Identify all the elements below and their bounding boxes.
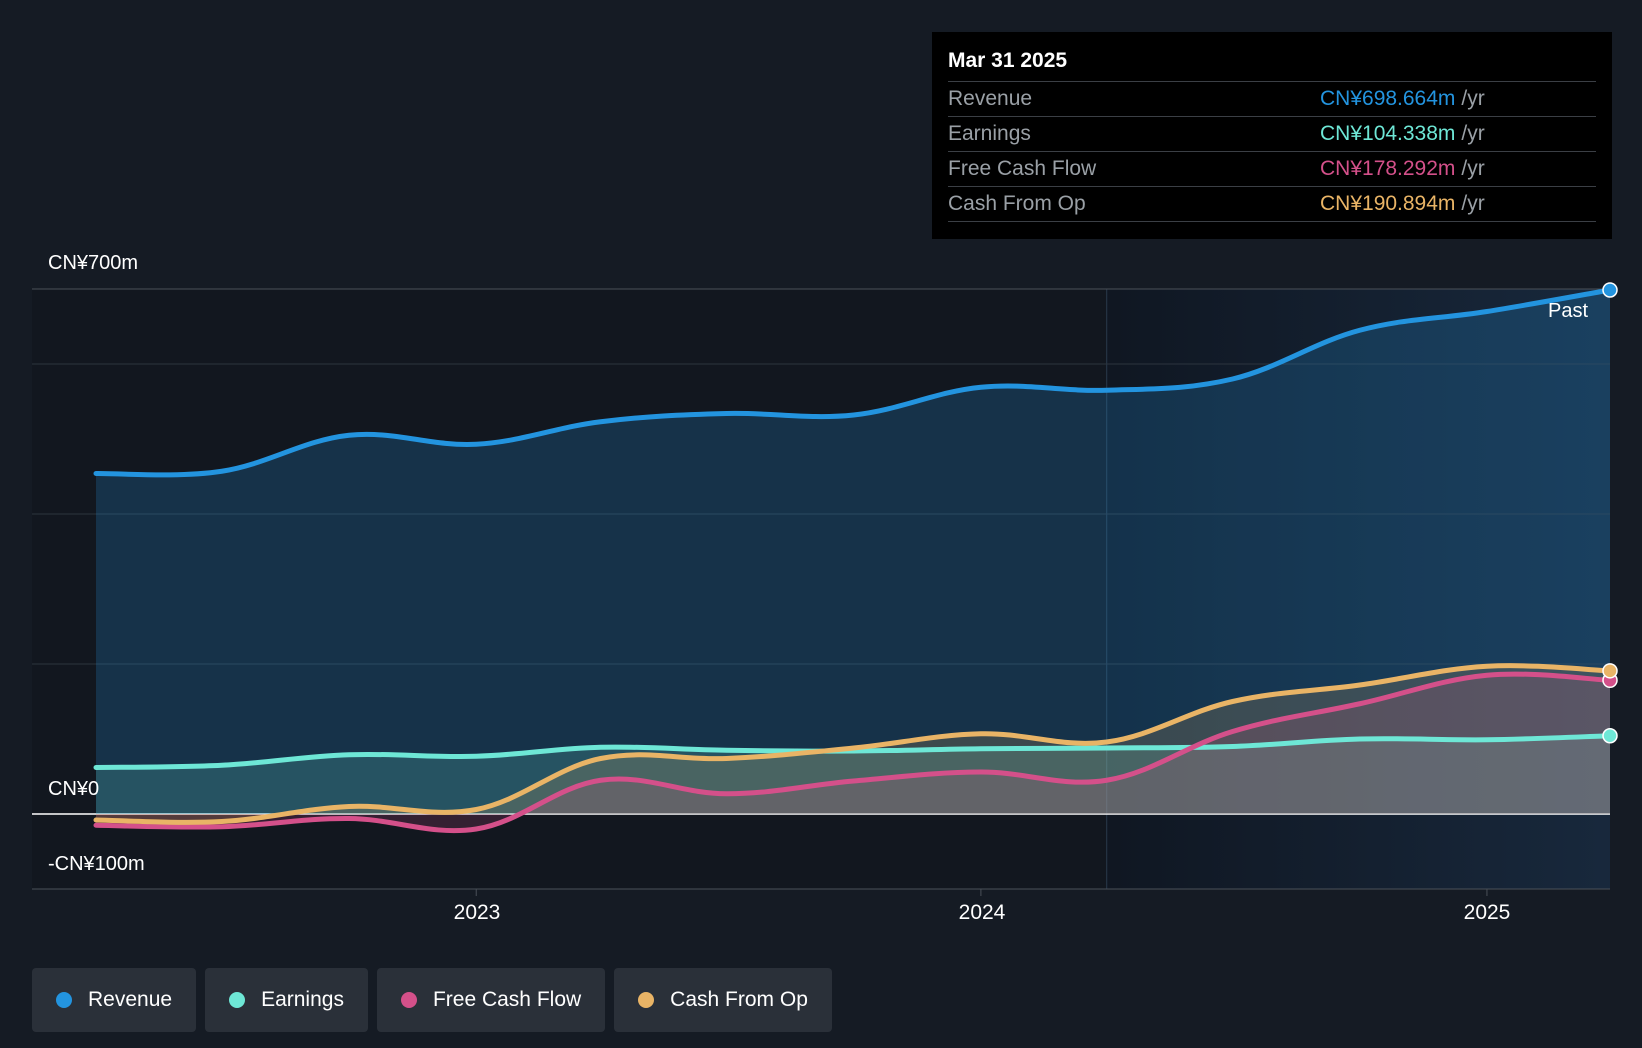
area-cash-from-op bbox=[96, 665, 1610, 823]
legend-dot-icon bbox=[638, 992, 655, 1008]
tooltip-row-value: CN¥178.292m/yr bbox=[1320, 157, 1485, 180]
legend-dot-icon bbox=[56, 992, 72, 1008]
series-line-revenue bbox=[93, 287, 1613, 478]
tooltip-row-earnings: Earnings CN¥104.338m/yr bbox=[948, 116, 1596, 151]
y-label-700m: CN¥700m bbox=[48, 252, 139, 274]
legend-dot-icon bbox=[400, 992, 417, 1008]
tooltip-row-revenue: Revenue CN¥698.664m/yr bbox=[948, 81, 1596, 116]
past-annotation: Past bbox=[1548, 300, 1589, 322]
tooltip-row-label: Earnings bbox=[948, 122, 1031, 145]
end-point-revenue bbox=[1602, 282, 1618, 298]
x-tick-2023: 2023 bbox=[453, 901, 501, 924]
tooltip-row-label: Revenue bbox=[948, 87, 1033, 110]
tooltip-row-value: CN¥190.894m/yr bbox=[1320, 192, 1485, 215]
legend-item-cash-from-op[interactable]: Cash From Op bbox=[614, 968, 832, 1032]
x-tick-2025: 2025 bbox=[1463, 901, 1511, 924]
area-free-cash-flow bbox=[96, 674, 1610, 831]
x-tick-2024: 2024 bbox=[958, 901, 1006, 924]
past-period-band bbox=[1106, 289, 1610, 889]
series-line-free-cash-flow bbox=[93, 671, 1613, 834]
tooltip-row-cash-from-op: Cash From Op CN¥190.894m/yr bbox=[948, 186, 1596, 222]
legend-item-earnings[interactable]: Earnings bbox=[205, 968, 368, 1032]
tooltip-row-free-cash-flow: Free Cash Flow CN¥178.292m/yr bbox=[948, 151, 1596, 186]
legend: Revenue Earnings Free Cash Flow Cash Fro… bbox=[32, 968, 832, 1032]
legend-item-free-cash-flow[interactable]: Free Cash Flow bbox=[376, 968, 606, 1032]
y-label-zero: CN¥0 bbox=[48, 778, 100, 800]
tooltip-panel: Mar 31 2025 Revenue CN¥698.664m/yr Earni… bbox=[932, 32, 1612, 239]
area-revenue bbox=[96, 290, 1610, 814]
area-earnings bbox=[96, 735, 1610, 814]
tooltip-date: Mar 31 2025 bbox=[948, 49, 1068, 72]
legend-label: Revenue bbox=[88, 988, 173, 1011]
series-line-cash-from-op bbox=[93, 663, 1613, 825]
y-label-minus-100m: -CN¥100m bbox=[48, 853, 145, 875]
tooltip-row-value: CN¥698.664m/yr bbox=[1320, 87, 1485, 110]
legend-dot-icon bbox=[229, 992, 246, 1008]
tooltip-row-label: Cash From Op bbox=[948, 192, 1086, 215]
tooltip-row-value: CN¥104.338m/yr bbox=[1320, 122, 1485, 145]
legend-label: Cash From Op bbox=[670, 988, 808, 1011]
end-point-earnings bbox=[1602, 727, 1618, 744]
legend-label: Free Cash Flow bbox=[432, 988, 582, 1011]
legend-item-revenue[interactable]: Revenue bbox=[32, 968, 197, 1032]
tooltip-row-label: Free Cash Flow bbox=[948, 157, 1097, 180]
legend-label: Earnings bbox=[261, 988, 344, 1011]
end-point-cash-from-op bbox=[1602, 663, 1618, 679]
series-line-earnings bbox=[93, 733, 1613, 770]
